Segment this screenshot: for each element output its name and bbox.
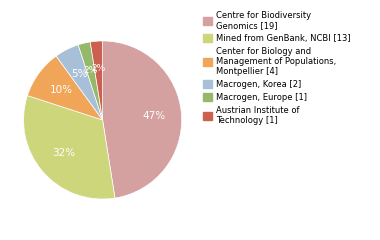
Text: 32%: 32% [52, 148, 75, 158]
Text: 5%: 5% [71, 69, 87, 79]
Wedge shape [24, 96, 115, 199]
Wedge shape [56, 45, 103, 120]
Wedge shape [90, 41, 103, 120]
Text: 2%: 2% [92, 64, 106, 73]
Text: 47%: 47% [142, 111, 165, 121]
Wedge shape [103, 41, 182, 198]
Wedge shape [78, 42, 103, 120]
Wedge shape [27, 56, 103, 120]
Text: 2%: 2% [84, 66, 98, 75]
Legend: Centre for Biodiversity
Genomics [19], Mined from GenBank, NCBI [13], Center for: Centre for Biodiversity Genomics [19], M… [202, 9, 352, 127]
Text: 10%: 10% [49, 85, 73, 95]
